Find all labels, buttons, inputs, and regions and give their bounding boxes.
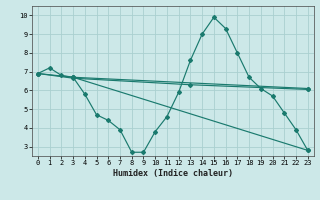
X-axis label: Humidex (Indice chaleur): Humidex (Indice chaleur) [113,169,233,178]
